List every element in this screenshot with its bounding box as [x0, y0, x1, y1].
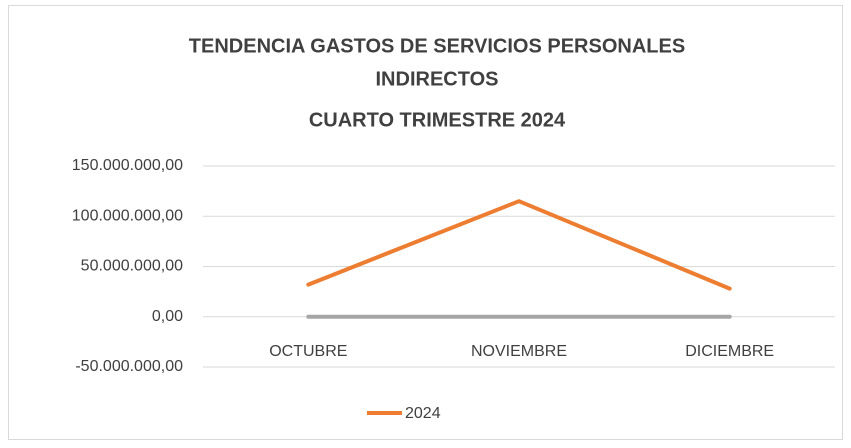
chart-title: CUARTO TRIMESTRE 2024	[309, 109, 566, 131]
x-tick-label: OCTUBRE	[269, 343, 347, 360]
y-tick-label: -50.000.000,00	[75, 358, 183, 375]
legend-label: 2024	[405, 405, 441, 422]
series-line	[306, 199, 732, 291]
y-tick-label: 50.000.000,00	[81, 258, 183, 275]
y-tick-label: 100.000.000,00	[72, 207, 183, 224]
chart-title: TENDENCIA GASTOS DE SERVICIOS PERSONALES	[189, 35, 685, 57]
x-tick-label: NOVIEMBRE	[471, 343, 567, 360]
y-tick-label: 0,00	[152, 308, 183, 325]
x-tick-label: DICIEMBRE	[685, 343, 774, 360]
y-tick-label: 150.000.000,00	[72, 157, 183, 174]
chart-title: INDIRECTOS	[376, 68, 499, 90]
